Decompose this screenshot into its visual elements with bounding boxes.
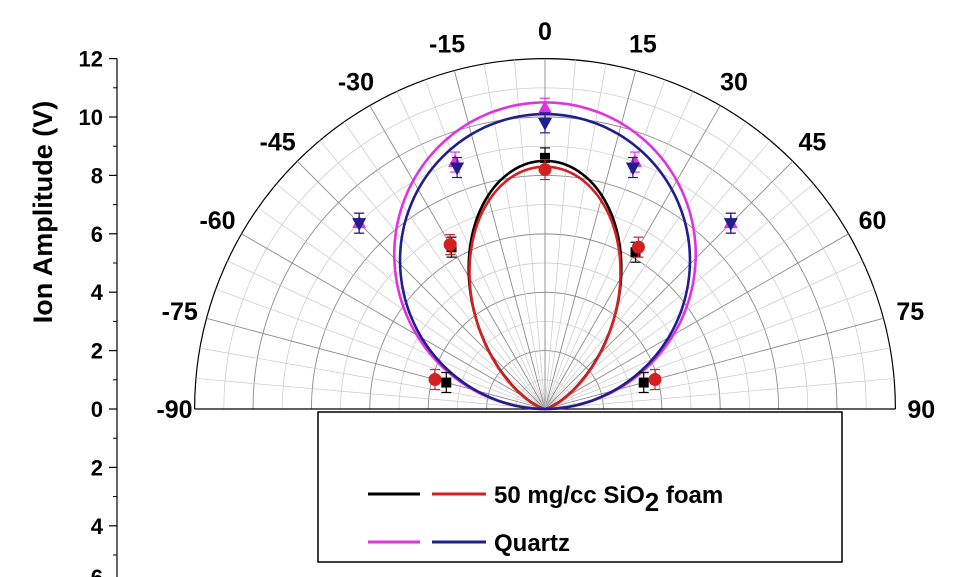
radial-axis: 0246810122466 bbox=[79, 47, 118, 577]
y-tick-label: 2 bbox=[91, 339, 103, 364]
y-tick-label: 12 bbox=[79, 47, 103, 72]
angle-tick-label: 0 bbox=[538, 18, 552, 46]
data-point-triangle-down bbox=[450, 162, 465, 176]
angular-grid-line bbox=[483, 63, 546, 410]
angular-grid-line bbox=[544, 378, 895, 410]
angular-grid-line bbox=[195, 378, 546, 410]
data-point-triangle-up bbox=[538, 100, 552, 114]
angle-tick-label: 60 bbox=[859, 207, 887, 235]
angle-tick-label: 45 bbox=[798, 129, 826, 157]
y-tick-label: 4 bbox=[91, 280, 104, 305]
angle-tick-label: 30 bbox=[720, 69, 748, 97]
y-tick-label: 10 bbox=[79, 105, 103, 130]
legend-label: Quartz bbox=[494, 530, 570, 557]
angle-tick-label: -45 bbox=[260, 129, 296, 157]
angular-grid-line bbox=[227, 260, 546, 410]
angular-grid-line bbox=[241, 233, 546, 410]
angular-grid-line bbox=[206, 317, 546, 410]
data-point-circle bbox=[428, 373, 442, 387]
angular-grid-line bbox=[514, 59, 546, 410]
angular-grid-line bbox=[544, 140, 771, 410]
angle-tick-label: 90 bbox=[907, 396, 935, 424]
angular-grid-line bbox=[544, 233, 849, 410]
angular-grid-line bbox=[544, 288, 875, 410]
angular-grid-line bbox=[544, 105, 721, 410]
angular-grid-line bbox=[424, 79, 546, 410]
legend-box bbox=[317, 411, 843, 563]
data-point-triangle-down bbox=[538, 117, 552, 131]
data-point-circle bbox=[631, 240, 645, 254]
y-tick-label: 6 bbox=[91, 565, 103, 577]
angular-grid-line bbox=[296, 160, 546, 410]
y-tick-label: 2 bbox=[91, 455, 103, 480]
data-point-square bbox=[540, 152, 550, 163]
angular-grid-line bbox=[544, 160, 794, 410]
data-point-triangle-down bbox=[625, 162, 640, 176]
polar-grid bbox=[194, 58, 896, 410]
angular-grid-line bbox=[544, 79, 666, 410]
angle-tick-label: 15 bbox=[629, 31, 657, 59]
angular-grid-line bbox=[199, 347, 546, 410]
angular-grid-line bbox=[215, 288, 546, 410]
data-points bbox=[352, 97, 738, 394]
angle-tick-label: -75 bbox=[162, 298, 198, 326]
angular-grid-line bbox=[544, 63, 607, 410]
angular-grid-line bbox=[343, 121, 546, 410]
angle-tick-label: -60 bbox=[199, 207, 235, 235]
data-point-circle bbox=[648, 373, 662, 387]
data-point-circle bbox=[538, 163, 552, 177]
y-tick-label: 6 bbox=[91, 222, 103, 247]
angular-grid-line bbox=[544, 347, 891, 410]
angular-grid-line bbox=[544, 121, 747, 410]
angle-tick-label: -30 bbox=[338, 69, 374, 97]
data-point-square bbox=[638, 377, 649, 388]
y-tick-label: 6 bbox=[91, 572, 103, 577]
y-tick-label: 8 bbox=[91, 163, 103, 188]
legend: 50 mg/cc SiO2 foam Quartz bbox=[317, 411, 843, 563]
angular-grid-line bbox=[319, 140, 546, 410]
angle-tick-label: 75 bbox=[896, 298, 924, 326]
angular-grid-line bbox=[544, 260, 863, 410]
angular-grid-line bbox=[544, 317, 884, 410]
angular-grid-line bbox=[544, 70, 637, 410]
y-axis-title: Ion Amplitude (V) bbox=[28, 101, 58, 323]
angular-grid-line bbox=[453, 70, 546, 410]
angular-grid-line bbox=[544, 59, 576, 410]
data-point-square bbox=[441, 377, 452, 388]
data-point-triangle-down bbox=[723, 218, 738, 232]
angle-tick-label: -90 bbox=[156, 396, 192, 424]
angular-grid-line bbox=[544, 207, 833, 410]
angular-grid-line bbox=[257, 207, 546, 410]
angle-tick-labels: -90 -75 -60 -45 -30 -15 0 15 30 45 60 75 90 bbox=[156, 18, 935, 424]
data-point-circle bbox=[443, 238, 457, 252]
angular-grid-line bbox=[369, 105, 546, 410]
data-point-triangle-down bbox=[352, 218, 367, 232]
angle-tick-label: -15 bbox=[429, 31, 465, 59]
y-tick-label: 0 bbox=[91, 397, 103, 422]
y-tick-label: 4 bbox=[91, 514, 104, 539]
legend-label: 50 mg/cc SiO2 foam bbox=[494, 482, 723, 517]
